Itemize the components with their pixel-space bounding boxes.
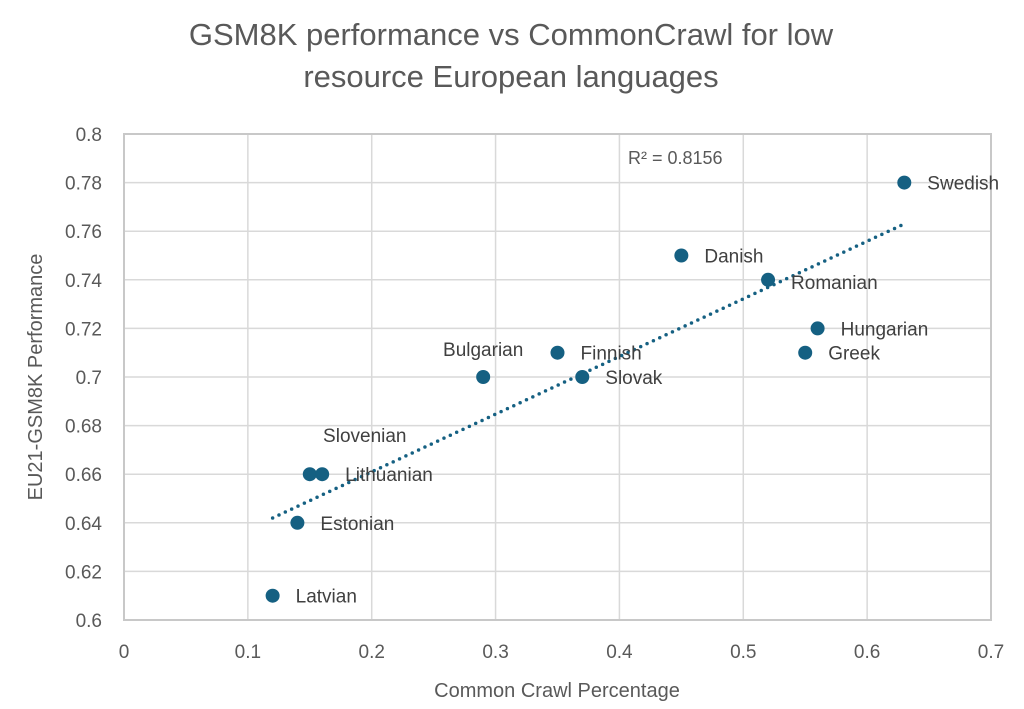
data-point (798, 345, 813, 360)
data-point (302, 467, 317, 482)
data-point (897, 175, 912, 190)
data-point (476, 370, 491, 384)
x-tick-label: 0 (119, 642, 130, 663)
tick-labels: 0 0.1 0.2 0.3 0.4 0.5 0.6 0.7 0.6 0.62 0.64 0.66 0.6… (65, 125, 1004, 663)
x-tick-label: 0.3 (482, 642, 508, 663)
data-point-label: Latvian (296, 587, 357, 608)
y-tick-label: 0.74 (65, 271, 102, 292)
data-point (550, 345, 565, 360)
data-point (761, 272, 776, 287)
data-point-label: Danish (704, 247, 763, 268)
data-point (290, 515, 305, 530)
data-point-label: Romanian (791, 273, 878, 294)
trendline (270, 222, 907, 520)
data-point-label: Hungarian (841, 319, 929, 340)
data-point-label: Bulgarian (443, 340, 523, 361)
data-point (674, 248, 689, 263)
data-points: Swedish Danish Romanian Hungarian Greek Finni… (265, 174, 999, 608)
chart-title-line-1: GSM8K performance vs CommonCrawl for low (189, 17, 834, 52)
data-point-label: Slovak (605, 368, 663, 389)
data-point (810, 321, 825, 336)
data-point-label: Greek (828, 344, 880, 365)
data-point (315, 467, 330, 482)
data-point-label: Slovenian (323, 426, 406, 447)
x-tick-label: 0.7 (978, 642, 1004, 663)
data-point-label: Swedish (927, 174, 999, 195)
chart-title-line-2: resource European languages (303, 59, 718, 94)
data-point-label: Estonian (320, 514, 394, 535)
y-tick-label: 0.64 (65, 514, 102, 535)
data-point-label: Lithuanian (345, 465, 433, 486)
y-tick-label: 0.7 (76, 368, 102, 389)
data-point (575, 370, 590, 384)
y-tick-label: 0.8 (76, 125, 102, 146)
y-tick-label: 0.66 (65, 465, 102, 486)
plot-area-frame (123, 133, 992, 621)
data-point (265, 588, 280, 603)
data-point-label: Finnish (581, 344, 642, 365)
y-tick-label: 0.78 (65, 174, 102, 195)
y-tick-label: 0.72 (65, 319, 102, 340)
gridlines (123, 133, 992, 621)
x-tick-label: 0.1 (235, 642, 261, 663)
x-tick-label: 0.2 (359, 642, 385, 663)
x-tick-label: 0.6 (854, 642, 880, 663)
x-tick-label: 0.4 (606, 642, 633, 663)
y-tick-label: 0.6 (76, 611, 102, 632)
y-tick-label: 0.68 (65, 417, 102, 438)
y-axis-title: EU21-GSM8K Performance (25, 254, 47, 501)
x-tick-label: 0.5 (730, 642, 756, 663)
y-tick-label: 0.76 (65, 222, 102, 243)
x-axis-title: Common Crawl Percentage (434, 680, 680, 702)
r-squared-label: R² = 0.8156 (628, 148, 723, 168)
trendline-group (270, 222, 907, 520)
y-tick-label: 0.62 (65, 562, 102, 583)
